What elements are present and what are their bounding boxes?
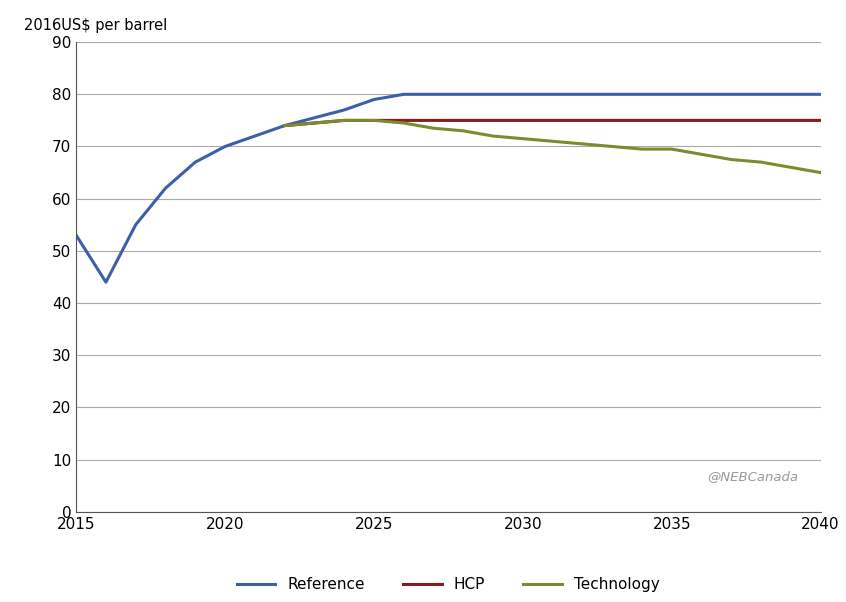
Legend: Reference, HCP, Technology: Reference, HCP, Technology <box>231 571 666 598</box>
Text: 2016US$ per barrel: 2016US$ per barrel <box>24 17 168 33</box>
Text: @NEBCanada: @NEBCanada <box>707 471 799 483</box>
